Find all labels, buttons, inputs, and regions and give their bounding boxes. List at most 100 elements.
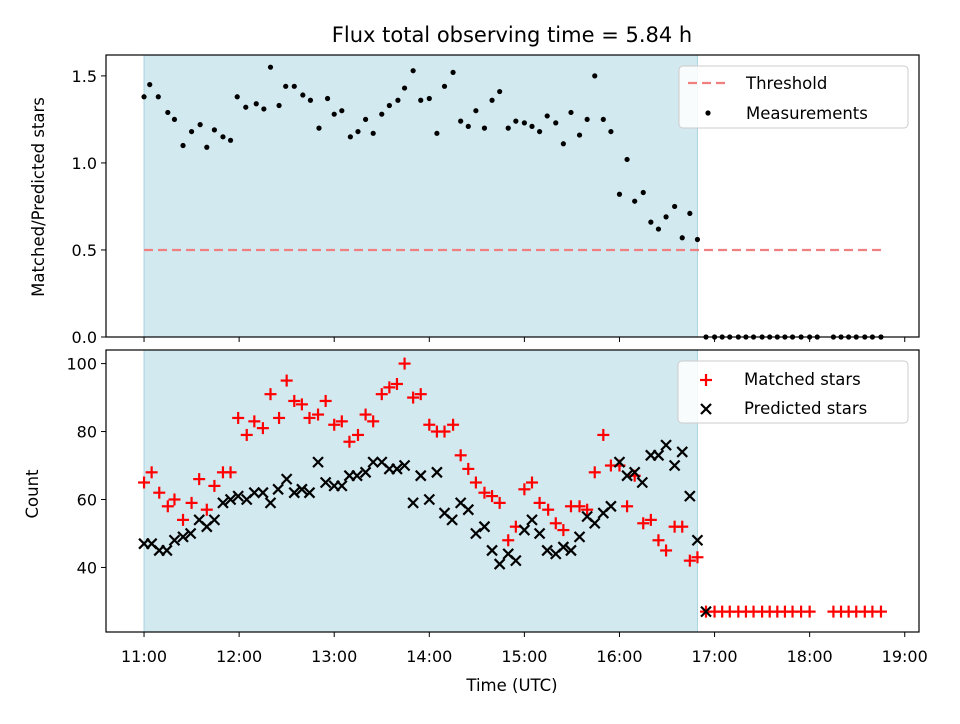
predicted-star-point xyxy=(478,520,491,533)
top-shaded-interval xyxy=(143,54,698,338)
matched-star-point xyxy=(502,534,515,547)
matched-star-point xyxy=(691,551,704,564)
predicted-star-point xyxy=(533,527,546,540)
measurement-point xyxy=(347,134,353,140)
bottom-y-axis-label: Count xyxy=(23,469,42,519)
top-axes-frame xyxy=(105,54,920,338)
measurement-point xyxy=(243,104,249,110)
matched-star-point xyxy=(533,496,546,509)
matched-star-point xyxy=(280,374,293,387)
predicted-star-point xyxy=(684,490,696,502)
predicted-star-point xyxy=(700,605,712,618)
predicted-star-point xyxy=(208,514,221,526)
matched-star-point xyxy=(398,357,411,370)
matched-star-point xyxy=(138,476,151,489)
matched-star-point xyxy=(588,466,601,479)
x-tick-label: 12:00 xyxy=(216,647,262,666)
predicted-star-point xyxy=(446,514,458,526)
measurement-point xyxy=(426,95,432,102)
predicted-star-point xyxy=(652,449,665,462)
measurement-point xyxy=(307,97,314,103)
measurement-point xyxy=(197,122,203,128)
predicted-star-point xyxy=(414,469,427,482)
matched-star-point xyxy=(359,408,372,421)
matched-star-point xyxy=(264,388,277,401)
measurement-point xyxy=(434,130,440,136)
predicted-star-point xyxy=(232,490,244,502)
matched-star-point xyxy=(193,473,206,486)
matched-star-point xyxy=(390,377,403,390)
matched-star-point xyxy=(573,500,586,513)
top-y-tick-label: 0.5 xyxy=(72,241,97,260)
predicted-star-point xyxy=(423,493,436,506)
bottom-y-tick-label: 40 xyxy=(77,558,97,577)
matched-star-point xyxy=(208,479,221,492)
measurement-point xyxy=(300,92,306,98)
x-tick-label: 11:00 xyxy=(121,647,167,666)
bottom-y-tick-label: 100 xyxy=(66,355,97,374)
matched-star-point xyxy=(676,520,689,533)
predicted-star-point xyxy=(161,544,173,557)
predicted-star-point xyxy=(660,439,672,451)
matched-star-point xyxy=(683,554,696,567)
measurement-point xyxy=(253,101,259,107)
measurement-point xyxy=(497,88,503,95)
legend-matched-label: Matched stars xyxy=(744,370,861,389)
measurement-point xyxy=(481,125,488,131)
measurement-point xyxy=(291,83,297,89)
x-tick-label: 13:00 xyxy=(311,647,357,666)
measurement-point xyxy=(410,68,416,74)
measurement-point xyxy=(672,203,678,210)
predicted-star-point xyxy=(486,544,498,557)
measurement-point xyxy=(418,97,424,103)
measurement-point xyxy=(211,127,217,133)
measurement-point xyxy=(276,102,282,109)
top-y-tick-label: 1.5 xyxy=(72,67,97,86)
predicted-star-point xyxy=(217,497,229,509)
chart-title: Flux total observing time = 5.84 h xyxy=(332,23,692,47)
matched-star-point xyxy=(874,605,887,618)
measurement-point xyxy=(261,106,267,112)
predicted-star-point xyxy=(691,534,704,547)
matched-star-point xyxy=(145,466,158,479)
plot-layer: 0.0 0.5 1.0 1.5 Threshold Measurements 40 60 80 1… xyxy=(66,54,928,666)
matched-star-point xyxy=(660,544,673,557)
measurement-point xyxy=(568,109,574,116)
predicted-star-point xyxy=(557,541,570,553)
bottom-y-tick-label: 80 xyxy=(77,423,97,442)
predicted-star-point xyxy=(588,517,601,530)
predicted-star-point xyxy=(565,544,577,557)
bottom-axes-frame xyxy=(105,349,920,633)
predicted-star-point xyxy=(470,527,482,540)
measurement-point xyxy=(147,81,153,88)
measurement-point xyxy=(324,95,331,102)
top-y-tick-label: 0.0 xyxy=(72,328,97,347)
measurement-point xyxy=(450,69,456,76)
matched-star-point xyxy=(414,388,427,401)
predicted-star-point xyxy=(431,466,443,479)
predicted-star-point xyxy=(264,497,277,509)
matched-star-point xyxy=(351,428,364,441)
matched-star-point xyxy=(447,418,460,431)
matched-star-point xyxy=(407,391,420,404)
matched-star-point xyxy=(438,425,451,438)
measurement-point xyxy=(584,116,590,123)
matched-star-point xyxy=(621,500,634,513)
legend-predicted-label: Predicted stars xyxy=(744,399,867,418)
measurement-point xyxy=(553,120,559,126)
predicted-star-point xyxy=(676,446,689,458)
matched-star-point xyxy=(597,428,610,441)
predicted-star-point xyxy=(351,469,363,482)
x-axis-label: Time (UTC) xyxy=(465,676,557,695)
predicted-star-point xyxy=(312,456,324,468)
matched-star-point xyxy=(161,500,174,513)
matched-star-point xyxy=(652,534,665,547)
measurement-point xyxy=(687,210,693,217)
measurement-point xyxy=(316,125,322,131)
matched-star-point xyxy=(273,411,286,424)
top-y-axis-label: Matched/Predicted stars xyxy=(29,97,48,297)
measurement-point xyxy=(537,128,543,135)
measurement-point xyxy=(632,198,638,204)
predicted-star-point xyxy=(493,558,506,570)
legend-measurements-swatch xyxy=(705,110,711,116)
